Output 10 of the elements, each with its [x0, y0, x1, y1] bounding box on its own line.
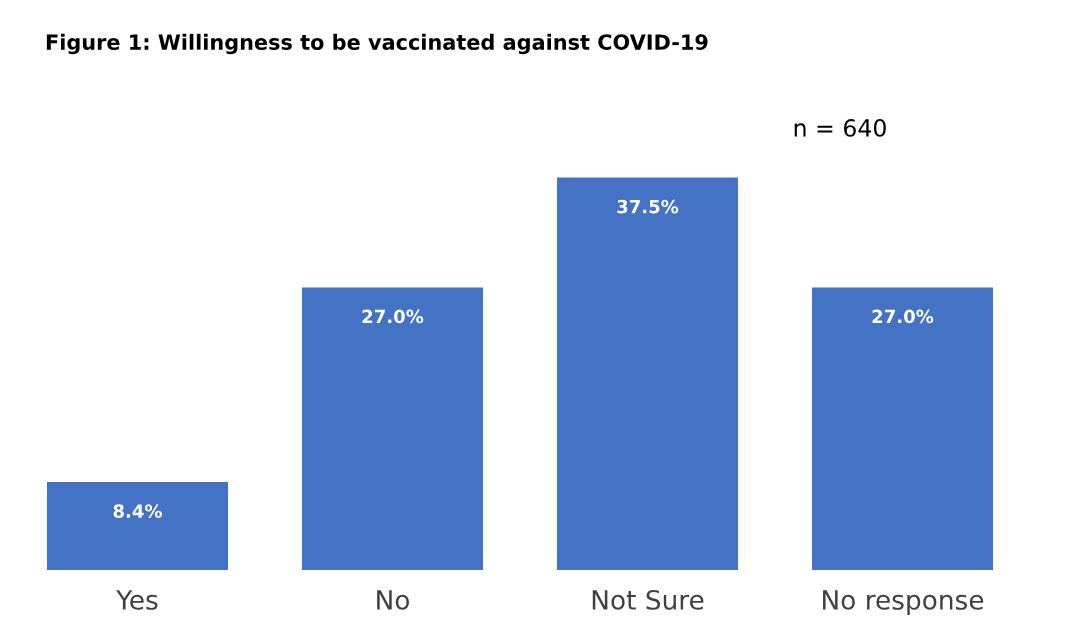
x-tick-label: No response — [823, 590, 984, 615]
data-label: 27.0% — [362, 309, 424, 324]
x-tick-label: No — [377, 590, 409, 610]
data-label: 8.4% — [113, 504, 162, 518]
data-label: 27.0% — [872, 309, 934, 324]
x-tick-label: Not Sure — [592, 589, 704, 610]
chart-title: Figure 1: Willingness to be vaccinated against COVID-19 — [46, 33, 708, 55]
data-label: 37.5% — [617, 199, 679, 214]
x-tick-label: Yes — [116, 590, 158, 610]
text: n = 640 — [794, 118, 886, 137]
